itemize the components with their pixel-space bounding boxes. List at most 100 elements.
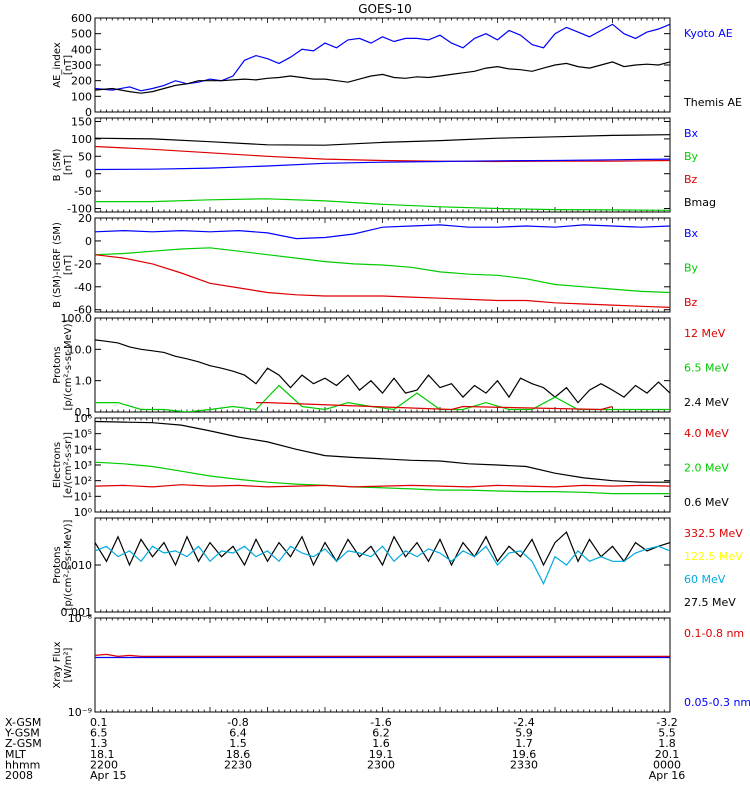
orbit-value: 5.9 <box>515 727 533 740</box>
legend-6-5-mev: 6.5 MeV <box>684 362 729 375</box>
series-4-0-mev <box>95 484 670 488</box>
y-tick-label: -100 <box>67 203 92 216</box>
legend-bx: Bx <box>684 227 699 240</box>
panel-1: 0 100 200 300 400 500 600 AE_index[nT] Kyoto AE T… <box>52 12 742 119</box>
orbit-value: 6.4 <box>229 727 247 740</box>
orbit-label-2008: 2008 <box>5 769 33 782</box>
orbit-value: 18.1 <box>90 748 115 761</box>
y-tick-label: 0.1 <box>75 406 93 419</box>
y-tick-label: -40 <box>74 281 92 294</box>
orbit-label-x-gsm: X-GSM <box>5 716 41 729</box>
y-tick-label: 500 <box>71 28 92 41</box>
legend-0-1-0-8-nm: 0.1-0.8 nm <box>684 627 744 640</box>
y-axis-label: Protons[p/(cm²-s-sr-MeV)] <box>52 519 74 610</box>
y-axis-label-line: Xray Flux <box>52 641 63 688</box>
legend-kyoto-ae: Kyoto AE <box>684 27 733 40</box>
y-tick-label: 10⁻⁹ <box>68 706 92 719</box>
orbit-value: 5.5 <box>658 727 676 740</box>
orbit-value: 6.5 <box>90 727 108 740</box>
y-tick-label: 10³ <box>74 459 92 472</box>
orbit-value: 0.1 <box>90 716 108 729</box>
orbit-value: -1.6 <box>370 716 391 729</box>
series-0-6-mev <box>95 420 670 483</box>
y-tick-label: 10¹ <box>74 490 92 503</box>
y-axis-label-line: [nT] <box>63 155 74 175</box>
orbit-label-y-gsm: Y-GSM <box>4 727 40 740</box>
legend-bx: Bx <box>684 127 699 140</box>
y-tick-label: 600 <box>71 12 92 25</box>
series-bmag <box>95 134 670 146</box>
legend-4-0-mev: 4.0 MeV <box>684 427 729 440</box>
panel-frame <box>94 117 671 213</box>
orbit-value: 1.5 <box>229 737 247 750</box>
y-axis-label: Protons[p/(cm²-s-sr-MeV)] <box>52 319 74 410</box>
series-27-5-mev <box>95 531 670 567</box>
y-axis-label-line: Electrons <box>52 442 63 488</box>
series-bx <box>95 224 670 240</box>
y-tick-label: 0 <box>85 106 92 119</box>
y-axis-label-line: [p/(cm²-s-sr-MeV)] <box>63 319 74 410</box>
y-axis-label-line: [p/(cm²-s-sr-MeV)] <box>63 519 74 610</box>
orbit-label-mlt: MLT <box>5 748 26 761</box>
y-tick-label: 200 <box>71 75 92 88</box>
y-axis-label-line: AE_index <box>52 42 63 88</box>
orbit-value: 1.6 <box>372 737 390 750</box>
legend-bz: Bz <box>684 173 698 186</box>
panel-7: 10⁻⁹ 10⁻⁸ Xray Flux[W/m²] 0.1-0.8 nm 0.05-0.… <box>52 612 750 719</box>
y-axis-label-line: Protons <box>52 346 63 383</box>
series-group <box>95 653 670 659</box>
legend-27-5-mev: 27.5 MeV <box>684 596 736 609</box>
y-tick-label: 10⁶ <box>74 412 93 425</box>
panel-3: -60 -40 -20 0 20 B (SM)-IGRF (SM)[nT] Bx By Bz <box>52 212 699 317</box>
y-tick-label: 300 <box>71 59 92 72</box>
panel-frame <box>94 317 671 413</box>
series-by <box>95 247 670 294</box>
legend-by: By <box>684 150 699 163</box>
orbit-value: 20.1 <box>655 748 680 761</box>
legend-0-6-mev: 0.6 MeV <box>684 496 729 509</box>
orbit-value: -0.8 <box>227 716 248 729</box>
series-2-4-mev <box>95 339 670 404</box>
y-tick-label: 10⁵ <box>74 428 92 441</box>
series-by <box>95 198 670 211</box>
y-axis-label: AE_index[nT] <box>52 42 74 88</box>
y-axis-label: Xray Flux[W/m²] <box>52 641 74 688</box>
series-bz <box>95 254 670 308</box>
orbit-value: 19.6 <box>512 748 537 761</box>
series-2-0-mev <box>95 461 670 495</box>
series-60-mev <box>95 545 670 586</box>
y-tick-label: 50 <box>78 150 92 163</box>
orbit-label-hhmm: hhmm <box>5 758 40 771</box>
orbit-value: -3.2 <box>656 716 677 729</box>
y-axis-label-line: [W/m²] <box>63 647 74 682</box>
y-tick-label: 100 <box>71 90 92 103</box>
orbit-value: 2300 <box>367 758 395 771</box>
legend-122-5-mev: 122.5 MeV <box>684 550 743 563</box>
series-bz <box>95 145 670 163</box>
y-tick-label: 10² <box>74 475 92 488</box>
orbit-value: 0000 <box>653 758 681 771</box>
y-axis-label-line: [nT] <box>63 255 74 275</box>
orbit-value: 6.2 <box>372 727 390 740</box>
series-12-mev <box>256 402 613 411</box>
y-axis-label: B (SM)[nT] <box>52 148 74 181</box>
y-tick-label: 10⁴ <box>74 443 93 456</box>
y-tick-label: 0 <box>85 168 92 181</box>
orbit-value: -2.4 <box>513 716 534 729</box>
y-tick-label: 10.0 <box>68 343 93 356</box>
legend-60-mev: 60 MeV <box>684 573 726 586</box>
y-tick-label: 100.0 <box>61 312 93 325</box>
orbit-value: 2330 <box>510 758 538 771</box>
y-tick-label: 1.0 <box>75 375 93 388</box>
y-tick-label: 150 <box>71 115 92 128</box>
y-tick-label: -60 <box>74 304 92 317</box>
y-tick-label: 0.010 <box>61 559 93 572</box>
legend-0-05-0-3-nm: 0.05-0.3 nm <box>684 696 750 709</box>
y-tick-label: 100 <box>71 133 92 146</box>
y-axis-label-line: [e/(cm²-s-sr)] <box>63 432 74 498</box>
orbit-label-z-gsm: Z-GSM <box>5 737 42 750</box>
legend-bz: Bz <box>684 296 698 309</box>
y-axis-label-line: B (SM) <box>52 148 63 181</box>
